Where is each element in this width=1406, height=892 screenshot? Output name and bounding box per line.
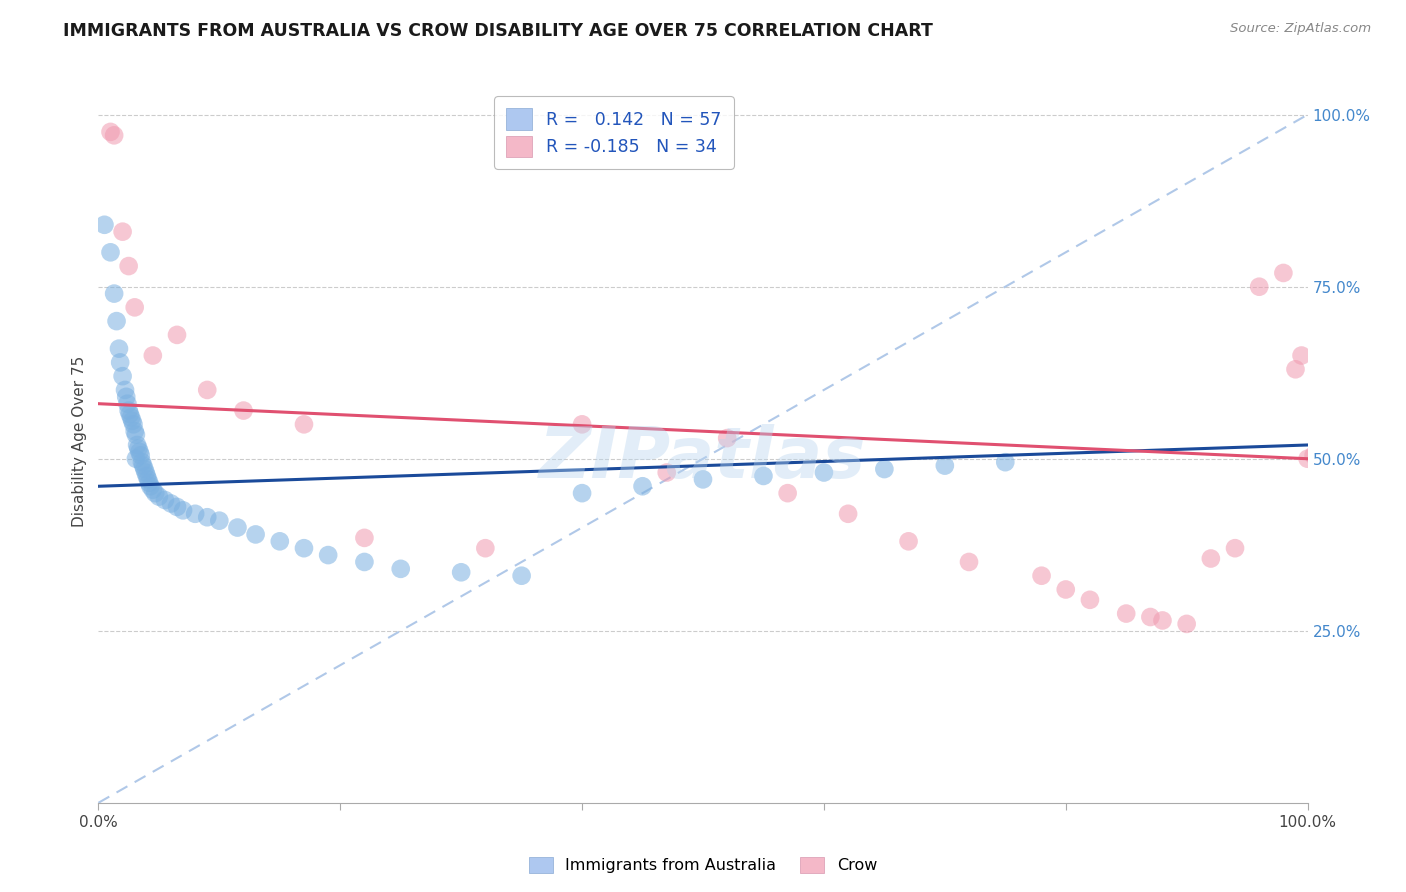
- Point: [135, 469, 157, 483]
- Point: [108, 355, 131, 369]
- Point: [1152, 614, 1174, 628]
- Point: [121, 414, 143, 428]
- Point: [655, 466, 678, 480]
- Point: [1054, 582, 1077, 597]
- Point: [136, 472, 159, 486]
- Point: [934, 458, 956, 473]
- Point: [389, 562, 412, 576]
- Point: [897, 534, 920, 549]
- Point: [100, 125, 122, 139]
- Point: [1302, 448, 1324, 462]
- Point: [1249, 279, 1271, 293]
- Point: [115, 390, 138, 404]
- Point: [105, 314, 128, 328]
- Point: [716, 431, 738, 445]
- Point: [353, 555, 375, 569]
- Point: [117, 397, 139, 411]
- Point: [142, 483, 165, 497]
- Point: [994, 455, 1017, 469]
- Point: [129, 448, 152, 462]
- Point: [292, 541, 315, 556]
- Y-axis label: Disability Age Over 75: Disability Age Over 75: [72, 356, 87, 527]
- Point: [195, 383, 218, 397]
- Point: [166, 500, 188, 514]
- Point: [148, 490, 170, 504]
- Point: [100, 245, 122, 260]
- Point: [245, 527, 267, 541]
- Point: [93, 218, 115, 232]
- Point: [124, 301, 146, 315]
- Point: [124, 424, 146, 438]
- Text: Source: ZipAtlas.com: Source: ZipAtlas.com: [1230, 22, 1371, 36]
- Point: [232, 403, 254, 417]
- Point: [131, 455, 153, 469]
- Point: [269, 534, 291, 549]
- Point: [1031, 568, 1053, 582]
- Point: [111, 369, 134, 384]
- Point: [103, 128, 125, 143]
- Point: [752, 469, 775, 483]
- Point: [1296, 451, 1319, 466]
- Point: [127, 438, 149, 452]
- Point: [143, 486, 166, 500]
- Point: [118, 407, 141, 421]
- Point: [837, 507, 859, 521]
- Point: [1291, 349, 1313, 363]
- Point: [208, 514, 231, 528]
- Point: [118, 259, 141, 273]
- Legend: Immigrants from Australia, Crow: Immigrants from Australia, Crow: [522, 850, 884, 880]
- Point: [114, 383, 136, 397]
- Point: [138, 475, 160, 490]
- Point: [132, 458, 155, 473]
- Point: [226, 520, 249, 534]
- Point: [128, 445, 150, 459]
- Point: [450, 566, 472, 580]
- Point: [1199, 551, 1222, 566]
- Point: [510, 568, 533, 582]
- Legend: R =   0.142   N = 57, R = -0.185   N = 34: R = 0.142 N = 57, R = -0.185 N = 34: [494, 96, 734, 169]
- Point: [120, 410, 142, 425]
- Point: [692, 472, 714, 486]
- Point: [316, 548, 339, 562]
- Point: [873, 462, 896, 476]
- Point: [125, 451, 148, 466]
- Point: [127, 442, 149, 456]
- Point: [111, 225, 134, 239]
- Point: [1078, 592, 1101, 607]
- Point: [571, 417, 593, 432]
- Point: [108, 342, 131, 356]
- Point: [474, 541, 496, 556]
- Point: [135, 466, 157, 480]
- Point: [139, 479, 162, 493]
- Point: [134, 462, 156, 476]
- Text: ZIPatlas: ZIPatlas: [540, 425, 866, 493]
- Point: [1284, 362, 1306, 376]
- Point: [957, 555, 980, 569]
- Point: [118, 403, 141, 417]
- Text: IMMIGRANTS FROM AUSTRALIA VS CROW DISABILITY AGE OVER 75 CORRELATION CHART: IMMIGRANTS FROM AUSTRALIA VS CROW DISABI…: [63, 22, 934, 40]
- Point: [813, 466, 835, 480]
- Point: [353, 531, 375, 545]
- Point: [153, 493, 176, 508]
- Point: [1223, 541, 1246, 556]
- Point: [172, 503, 194, 517]
- Point: [142, 349, 165, 363]
- Point: [1272, 266, 1295, 280]
- Point: [166, 327, 188, 342]
- Point: [122, 417, 145, 432]
- Point: [1139, 610, 1161, 624]
- Point: [103, 286, 125, 301]
- Point: [292, 417, 315, 432]
- Point: [1115, 607, 1137, 621]
- Point: [184, 507, 207, 521]
- Point: [776, 486, 799, 500]
- Point: [1175, 616, 1198, 631]
- Point: [631, 479, 654, 493]
- Point: [160, 496, 183, 510]
- Point: [125, 427, 148, 442]
- Point: [195, 510, 218, 524]
- Point: [571, 486, 593, 500]
